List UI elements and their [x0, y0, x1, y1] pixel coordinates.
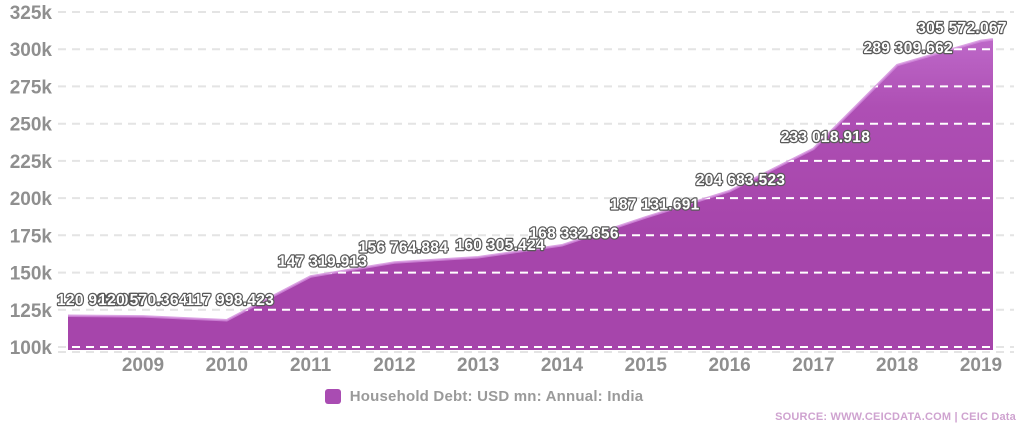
y-axis-tick-label: 325k: [10, 3, 53, 24]
data-label: 160 305.424: [455, 237, 545, 254]
x-axis-year-label: 2010: [206, 355, 248, 376]
x-axis-year-label: 2014: [541, 355, 584, 376]
y-axis-tick-label: 250k: [10, 115, 53, 136]
y-axis-tick-label: 175k: [10, 226, 53, 247]
data-label: 305 572.067: [917, 20, 1007, 37]
x-axis-year-label: 2019: [960, 355, 1002, 376]
data-label: 147 319.913: [278, 254, 368, 271]
y-axis-tick-label: 225k: [10, 152, 53, 173]
y-axis-tick-label: 200k: [10, 189, 53, 210]
source-attribution: SOURCE: WWW.CEICDATA.COM | CEIC Data: [775, 411, 1016, 423]
data-label: 289 309.662: [863, 40, 953, 57]
x-axis-year-label: 2017: [792, 355, 834, 376]
data-label: 233 018.918: [781, 129, 871, 146]
x-axis-year-label: 2015: [625, 355, 668, 376]
legend: Household Debt: USD mn: Annual: India: [0, 388, 996, 405]
x-axis-year-label: 2013: [457, 355, 499, 376]
y-axis-tick-label: 300k: [10, 40, 53, 61]
x-axis-year-label: 2011: [290, 355, 332, 376]
y-axis-tick-label: 100k: [10, 338, 53, 359]
x-axis-year-label: 2016: [708, 355, 750, 376]
data-label: 120 982.057: [57, 292, 147, 309]
y-axis-tick-label: 125k: [10, 301, 53, 322]
data-label: 117 998.423: [185, 292, 274, 309]
data-label: 187 131.691: [610, 196, 700, 213]
data-label: 168 332.856: [529, 225, 619, 242]
data-label: 120 570.364: [98, 292, 188, 309]
legend-item-household-debt[interactable]: Household Debt: USD mn: Annual: India: [324, 388, 644, 405]
area-top-edge: [67, 38, 994, 322]
x-axis-year-label: 2018: [876, 355, 918, 376]
legend-label: Household Debt: USD mn: Annual: India: [349, 388, 644, 405]
y-axis-tick-label: 150k: [10, 264, 53, 285]
y-axis-tick-label: 275k: [10, 77, 53, 98]
legend-swatch-icon: [324, 389, 341, 404]
data-label: 156 764.884: [359, 240, 449, 257]
x-axis-year-label: 2009: [122, 355, 164, 376]
x-axis-year-label: 2012: [373, 355, 415, 376]
data-label: 204 683.523: [696, 172, 786, 189]
